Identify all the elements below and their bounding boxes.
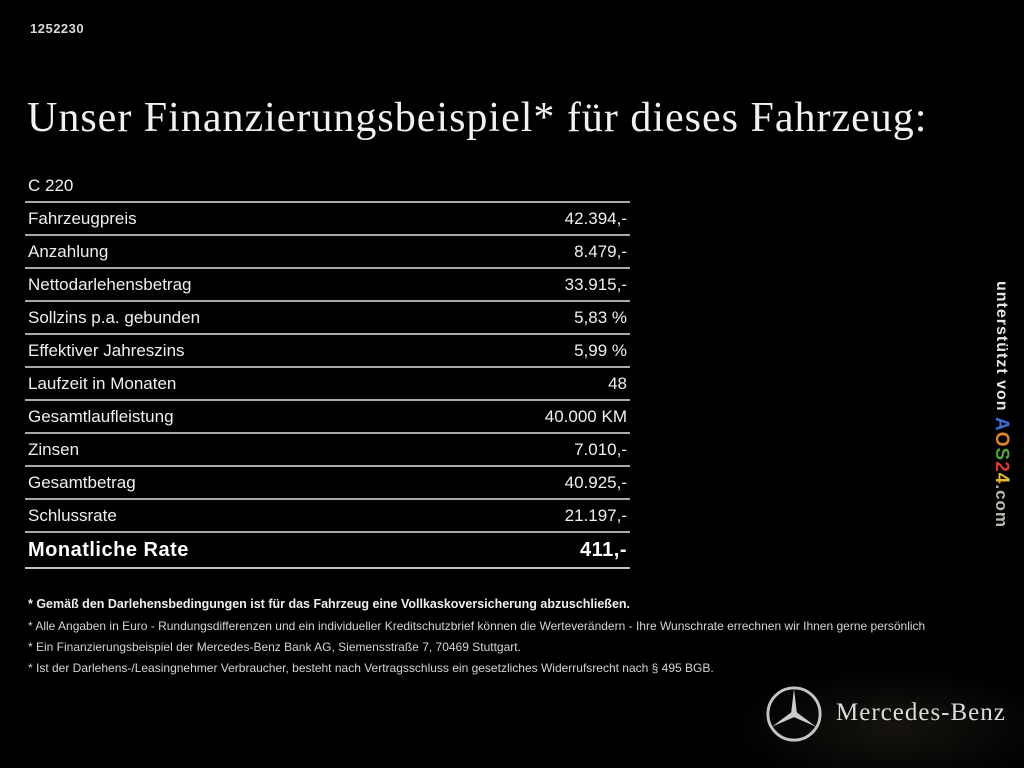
aos24-logo: AOS24 <box>991 417 1012 484</box>
row-value: 40.925,- <box>564 472 627 492</box>
table-row: Schlussrate 21.197,- <box>25 500 630 533</box>
brand-footer: Mercedes-Benz <box>734 668 1024 768</box>
row-value: 5,99 % <box>574 340 627 360</box>
footnote: * Gemäß den Darlehensbedingungen ist für… <box>28 597 631 611</box>
footnotes: * Gemäß den Darlehensbedingungen ist für… <box>28 598 1013 683</box>
provider-watermark: unterstützt von AOS24.com <box>990 281 1012 528</box>
table-row: Laufzeit in Monaten 48 <box>25 368 630 401</box>
table-row: Fahrzeugpreis 42.394,- <box>25 203 630 236</box>
aos24-letter: 4 <box>991 472 1012 485</box>
row-label: Anzahlung <box>28 241 109 261</box>
table-row: Gesamtbetrag 40.925,- <box>25 467 630 500</box>
watermark-suffix: .com <box>992 484 1011 529</box>
row-label: Gesamtlaufleistung <box>28 406 174 426</box>
table-total-row: Monatliche Rate 411,- <box>25 533 630 569</box>
row-value: 7.010,- <box>574 439 627 459</box>
mercedes-benz-wordmark: Mercedes-Benz <box>836 699 1006 726</box>
row-label: Nettodarlehensbetrag <box>28 274 192 294</box>
aos24-letter: O <box>991 431 1012 448</box>
table-row: Gesamtlaufleistung 40.000 KM <box>25 401 630 434</box>
mercedes-star-icon <box>766 686 822 742</box>
table-row: Nettodarlehensbetrag 33.915,- <box>25 269 630 302</box>
model-name: C 220 <box>28 175 74 195</box>
total-row-label: Monatliche Rate <box>28 538 189 561</box>
page-title: Unser Finanzierungsbeispiel* für dieses … <box>27 95 928 142</box>
total-row-value: 411,- <box>580 538 627 561</box>
table-row: Zinsen 7.010,- <box>25 434 630 467</box>
row-value: 40.000 KM <box>544 406 627 426</box>
row-label: Gesamtbetrag <box>28 472 136 492</box>
row-label: Fahrzeugpreis <box>28 208 137 228</box>
row-label: Schlussrate <box>28 505 117 525</box>
row-label: Sollzins p.a. gebunden <box>28 307 201 327</box>
table-row: Anzahlung 8.479,- <box>25 236 630 269</box>
row-value: 33.915,- <box>564 274 627 294</box>
watermark-prefix: unterstützt von <box>993 281 1010 417</box>
table-rows: Fahrzeugpreis 42.394,- Anzahlung 8.479,- Net… <box>25 203 630 533</box>
row-value: 48 <box>608 373 627 393</box>
finance-table: C 220 Fahrzeugpreis 42.394,- Anzahlung 8.47… <box>25 170 630 569</box>
table-row: Sollzins p.a. gebunden 5,83 % <box>25 302 630 335</box>
footnote: * Alle Angaben in Euro - Rundungsdiffere… <box>28 619 926 633</box>
table-model-row: C 220 <box>25 170 630 203</box>
row-value: 21.197,- <box>564 505 627 525</box>
row-label: Zinsen <box>28 439 80 459</box>
row-value: 42.394,- <box>564 208 627 228</box>
aos24-letter: S <box>991 447 1012 462</box>
row-value: 5,83 % <box>574 307 627 327</box>
row-label: Laufzeit in Monaten <box>28 373 177 393</box>
row-value: 8.479,- <box>574 241 627 261</box>
aos24-letter: 2 <box>991 461 1012 473</box>
aos24-letter: A <box>991 417 1012 432</box>
row-label: Effektiver Jahreszins <box>28 340 185 360</box>
footnote: * Ist der Darlehens-/Leasingnehmer Verbr… <box>28 661 714 675</box>
listing-id: 1252230 <box>30 21 85 36</box>
footnote: * Ein Finanzierungsbeispiel der Mercedes… <box>28 640 521 654</box>
table-row: Effektiver Jahreszins 5,99 % <box>25 335 630 368</box>
